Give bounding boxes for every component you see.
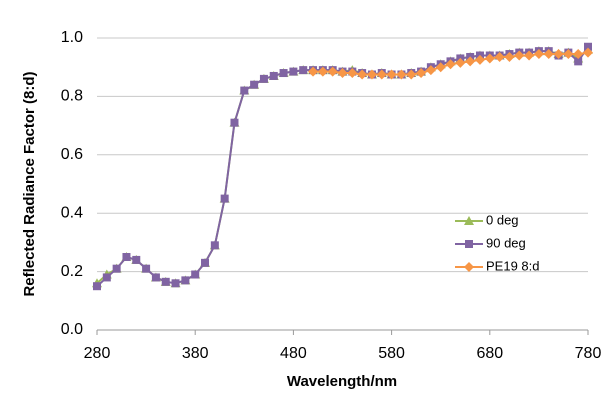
data-point xyxy=(299,66,308,75)
y-axis-title: Reflected Radiance Factor (8:d) xyxy=(21,71,38,296)
series xyxy=(93,42,592,291)
data-point xyxy=(347,68,358,79)
data-point xyxy=(504,51,515,62)
y-tick-label: 0.6 xyxy=(61,146,83,163)
data-point xyxy=(259,74,268,83)
legend-label: 0 deg xyxy=(486,212,519,227)
data-point xyxy=(553,49,564,60)
data-point xyxy=(357,69,368,80)
x-axis-title: Wavelength/nm xyxy=(287,373,397,390)
data-point xyxy=(191,270,200,279)
legend-marker xyxy=(465,240,473,248)
legend-marker xyxy=(464,262,474,272)
data-point xyxy=(406,69,417,80)
data-point xyxy=(317,66,328,77)
data-point xyxy=(584,42,592,51)
data-point xyxy=(142,264,151,273)
data-point xyxy=(524,50,535,61)
data-point xyxy=(279,69,288,78)
data-point xyxy=(230,118,239,127)
data-point xyxy=(122,253,131,261)
data-point xyxy=(171,279,180,288)
data-point xyxy=(181,276,190,285)
data-point xyxy=(416,68,427,79)
data-point xyxy=(494,51,505,62)
data-point xyxy=(396,69,407,80)
x-tick-label: 480 xyxy=(280,345,307,362)
data-point xyxy=(327,66,338,77)
data-point xyxy=(269,71,278,80)
series xyxy=(92,44,593,288)
data-point xyxy=(435,62,446,73)
data-point xyxy=(543,49,554,60)
data-point xyxy=(583,47,593,58)
data-point xyxy=(308,66,319,77)
data-point xyxy=(161,277,170,286)
y-tick-label: 0.0 xyxy=(61,321,83,338)
data-point xyxy=(574,57,583,66)
series xyxy=(308,47,593,80)
data-point xyxy=(93,282,101,291)
data-point xyxy=(425,65,436,76)
data-point xyxy=(445,59,456,70)
data-point xyxy=(250,80,259,89)
y-tick-label: 1.0 xyxy=(61,29,83,46)
data-point xyxy=(151,273,160,282)
data-point xyxy=(337,68,348,79)
data-point xyxy=(455,57,466,68)
legend-label: 90 deg xyxy=(486,235,526,250)
data-point xyxy=(102,273,111,282)
x-tick-label: 780 xyxy=(575,345,602,362)
y-tick-label: 0.4 xyxy=(61,204,83,221)
data-point xyxy=(112,264,121,273)
x-tick-label: 680 xyxy=(476,345,503,362)
data-point xyxy=(220,194,229,203)
data-point xyxy=(376,69,387,80)
data-point xyxy=(563,49,574,60)
data-point xyxy=(484,53,495,64)
data-point xyxy=(533,49,544,60)
data-point xyxy=(240,86,249,95)
x-tick-label: 580 xyxy=(378,345,405,362)
data-point xyxy=(573,49,584,60)
legend-marker xyxy=(464,216,474,225)
data-point xyxy=(201,258,210,267)
data-point xyxy=(386,69,397,80)
data-point xyxy=(210,241,219,250)
data-point xyxy=(465,56,476,67)
data-point xyxy=(514,50,525,61)
y-tick-label: 0.2 xyxy=(61,263,83,280)
data-point xyxy=(366,69,377,80)
x-tick-label: 380 xyxy=(182,345,209,362)
data-point xyxy=(132,255,141,264)
y-tick-label: 0.8 xyxy=(61,88,83,105)
data-point xyxy=(289,67,298,76)
x-tick-label: 280 xyxy=(84,345,111,362)
data-point xyxy=(474,54,485,65)
legend-label: PE19 8:d xyxy=(486,258,540,273)
